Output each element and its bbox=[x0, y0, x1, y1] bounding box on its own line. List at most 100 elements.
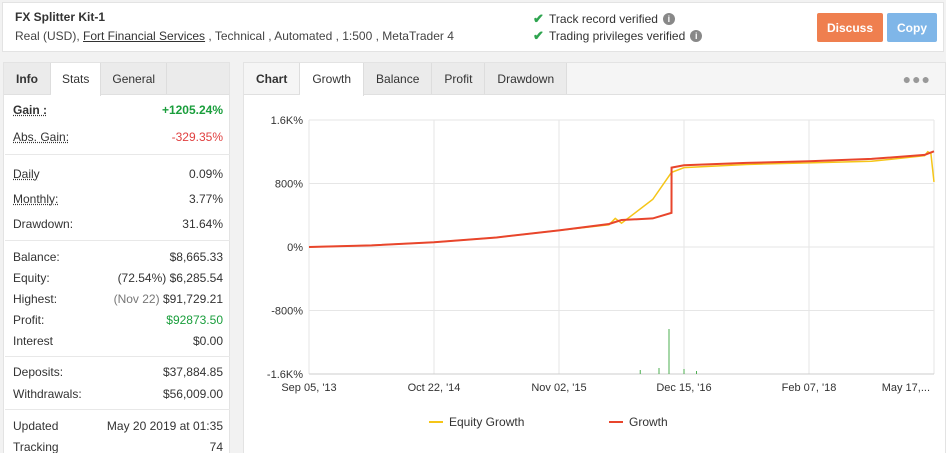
stat-withdrawals: Withdrawals: $56,009.00 bbox=[13, 387, 223, 401]
system-details: , Technical , Automated , 1:500 , MetaTr… bbox=[205, 29, 454, 43]
stat-highest: Highest: (Nov 22) $91,729.21 bbox=[13, 292, 223, 306]
account-type: Real (USD), bbox=[15, 29, 84, 43]
abs-gain-label[interactable]: Abs. Gain: bbox=[13, 130, 70, 144]
profit-value: $92873.50 bbox=[166, 313, 223, 327]
stat-deposits: Deposits: $37,884.85 bbox=[13, 365, 223, 379]
more-options-icon[interactable]: ●●● bbox=[902, 71, 931, 87]
interest-label: Interest bbox=[13, 334, 54, 348]
equity-amount: $6,285.54 bbox=[169, 271, 223, 285]
highest-date: (Nov 22) bbox=[113, 292, 160, 306]
stats-tabs: Info Stats General bbox=[4, 63, 229, 96]
monthly-label[interactable]: Monthly: bbox=[13, 192, 59, 206]
daily-label[interactable]: Daily bbox=[13, 167, 40, 181]
deposits-value: $37,884.85 bbox=[162, 365, 223, 379]
stat-interest: Interest $0.00 bbox=[13, 334, 223, 348]
track-record-verified-label: Track record verified bbox=[549, 12, 658, 26]
daily-value: 0.09% bbox=[188, 167, 223, 181]
tab-balance[interactable]: Balance bbox=[364, 63, 433, 94]
profit-label: Profit: bbox=[13, 313, 45, 327]
x-tick-label: Nov 02, '15 bbox=[531, 382, 586, 394]
chart-legend: Equity Growth Growth bbox=[429, 415, 668, 429]
check-icon: ✔ bbox=[533, 28, 544, 43]
tracking-value: 74 bbox=[209, 440, 223, 453]
stat-gain: Gain : +1205.24% bbox=[13, 103, 223, 117]
stat-profit: Profit: $92873.50 bbox=[13, 313, 223, 327]
broker-link[interactable]: Fort Financial Services bbox=[83, 29, 206, 43]
abs-gain-value: -329.35% bbox=[171, 130, 223, 144]
x-axis-ticks: Sep 05, '13 Oct 22, '14 Nov 02, '15 Dec 15,… bbox=[281, 382, 930, 394]
tracking-label: Tracking bbox=[13, 440, 59, 453]
legend-label[interactable]: Growth bbox=[629, 415, 668, 429]
drawdown-label: Drawdown: bbox=[13, 217, 74, 231]
divider bbox=[5, 356, 230, 357]
equity-value: (72.54%) $6,285.54 bbox=[118, 271, 223, 285]
volume-bars bbox=[639, 329, 697, 374]
x-tick-label: Dec 15, '16 bbox=[656, 382, 711, 394]
divider bbox=[5, 240, 230, 241]
gain-label[interactable]: Gain : bbox=[13, 103, 48, 117]
drawdown-value: 31.64% bbox=[182, 217, 223, 231]
y-tick-label: 800% bbox=[275, 179, 303, 191]
highest-amount: $91,729.21 bbox=[162, 292, 223, 306]
chart-panel: Chart Growth Balance Profit Drawdown ●●●… bbox=[243, 62, 946, 453]
copy-button[interactable]: Copy bbox=[887, 13, 937, 42]
tab-growth[interactable]: Growth bbox=[300, 63, 365, 96]
balance-value: $8,665.33 bbox=[169, 250, 223, 264]
series-line-equity-growth[interactable] bbox=[308, 150, 935, 248]
withdrawals-label: Withdrawals: bbox=[13, 387, 82, 401]
updated-value: May 20 2019 at 01:35 bbox=[106, 419, 223, 433]
monthly-value: 3.77% bbox=[188, 192, 223, 206]
highest-label: Highest: bbox=[13, 292, 58, 306]
deposits-label: Deposits: bbox=[13, 365, 64, 379]
x-tick-label: Sep 05, '13 bbox=[281, 382, 336, 394]
tab-profit[interactable]: Profit bbox=[432, 63, 486, 94]
gain-value: +1205.24% bbox=[161, 103, 223, 117]
trading-privileges-verified: ✔ Trading privileges verified i bbox=[533, 28, 703, 44]
tab-drawdown[interactable]: Drawdown bbox=[485, 63, 568, 94]
balance-label: Balance: bbox=[13, 250, 60, 264]
legend-label[interactable]: Equity Growth bbox=[449, 415, 524, 429]
chart-tabs: Chart Growth Balance Profit Drawdown ●●● bbox=[244, 63, 945, 96]
y-tick-label: -1.6K% bbox=[267, 369, 303, 381]
stats-panel: Info Stats General Gain : +1205.24% Abs.… bbox=[3, 62, 230, 453]
growth-chart: 1.6K% 800% 0% -800% -1.6K% Sep 05, '13 Oct 22… bbox=[267, 115, 935, 429]
tab-chart[interactable]: Chart bbox=[244, 63, 301, 94]
series-line-growth[interactable] bbox=[308, 150, 935, 248]
trading-privileges-verified-label: Trading privileges verified bbox=[549, 29, 686, 43]
x-tick-label: Oct 22, '14 bbox=[408, 382, 461, 394]
divider bbox=[5, 409, 230, 410]
info-icon[interactable]: i bbox=[662, 13, 675, 25]
stat-balance: Balance: $8,665.33 bbox=[13, 250, 223, 264]
divider bbox=[5, 154, 230, 155]
interest-value: $0.00 bbox=[192, 334, 223, 348]
check-icon: ✔ bbox=[533, 11, 544, 26]
discuss-button[interactable]: Discuss bbox=[817, 13, 883, 42]
tab-info[interactable]: Info bbox=[4, 63, 51, 94]
x-tick-label: May 17,... bbox=[882, 382, 930, 394]
updated-label: Updated bbox=[13, 419, 59, 433]
stat-abs-gain: Abs. Gain: -329.35% bbox=[13, 130, 223, 144]
stat-monthly: Monthly: 3.77% bbox=[13, 192, 223, 206]
stat-daily: Daily 0.09% bbox=[13, 167, 223, 181]
y-tick-label: -800% bbox=[271, 306, 303, 318]
chart-grid bbox=[308, 119, 935, 375]
tab-general[interactable]: General bbox=[101, 63, 168, 94]
stat-equity: Equity: (72.54%) $6,285.54 bbox=[13, 271, 223, 285]
stat-updated: Updated May 20 2019 at 01:35 bbox=[13, 419, 223, 433]
x-tick-label: Feb 07, '18 bbox=[782, 382, 837, 394]
tab-stats[interactable]: Stats bbox=[51, 63, 102, 96]
y-tick-label: 1.6K% bbox=[271, 115, 304, 127]
series-lines bbox=[308, 150, 935, 248]
system-title: FX Splitter Kit-1 bbox=[15, 10, 106, 24]
y-axis-ticks: 1.6K% 800% 0% -800% -1.6K% bbox=[267, 115, 303, 381]
track-record-verified: ✔ Track record verified i bbox=[533, 11, 675, 27]
y-tick-label: 0% bbox=[287, 242, 303, 254]
system-subtitle: Real (USD), Fort Financial Services , Te… bbox=[15, 29, 454, 43]
equity-percent: (72.54%) bbox=[117, 271, 167, 285]
system-header: FX Splitter Kit-1 Real (USD), Fort Finan… bbox=[2, 2, 944, 52]
equity-label: Equity: bbox=[13, 271, 50, 285]
info-icon[interactable]: i bbox=[690, 30, 703, 42]
stat-drawdown: Drawdown: 31.64% bbox=[13, 217, 223, 231]
stat-tracking: Tracking 74 bbox=[13, 440, 223, 453]
withdrawals-value: $56,009.00 bbox=[162, 387, 223, 401]
